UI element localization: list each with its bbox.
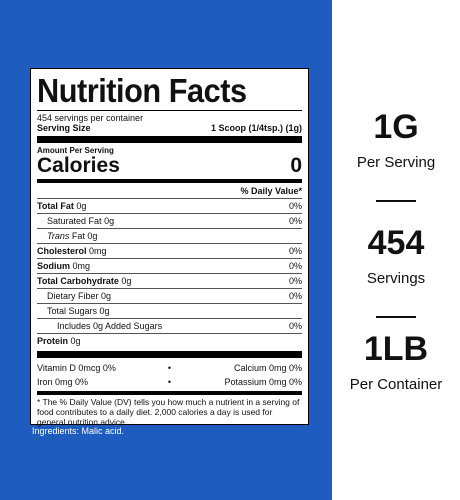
nutrient-row: Dietary Fiber 0g 0% [37, 288, 302, 303]
nutrient-amount: 0mg [89, 246, 107, 256]
nutrient-amount: 0g [101, 291, 112, 301]
bullet: • [167, 377, 172, 387]
label-title: Nutrition Facts [37, 72, 247, 109]
nutrient-name-group: Cholesterol 0mg [37, 244, 107, 258]
nutrient-dv: 0% [288, 321, 302, 331]
nutrient-row: Trans Fat 0g [37, 228, 302, 243]
nutrient-dv: 0% [288, 261, 302, 271]
nutrient-name-group: Protein 0g [37, 334, 81, 348]
nutrient-amount: 0g [76, 201, 87, 211]
stat-label: Servings [366, 270, 426, 287]
nutrient-row: Saturated Fat 0g 0% [37, 213, 302, 228]
divider [376, 200, 416, 202]
vitamin: Iron 0mg 0% [37, 377, 89, 387]
nutrient-dv: 0% [288, 276, 302, 286]
ingredients: Ingredients: Malic acid. [32, 426, 125, 436]
nutrient-amount: 0g [99, 306, 110, 316]
vitamin: Potassium 0mg 0% [224, 377, 302, 387]
calories-label: Calories [37, 154, 120, 177]
stat-value: 454 [367, 224, 425, 262]
nutrient-row: Cholesterol 0mg 0% [37, 243, 302, 258]
nutrient-name: Fat [71, 231, 85, 241]
vitamin-row: Iron 0mg 0% • Potassium 0mg 0% [37, 375, 302, 389]
nutrient-amount: 0g [104, 216, 115, 226]
nutrient-name: Dietary Fiber [47, 291, 99, 301]
servings: 454 servings per container [37, 113, 144, 123]
nutrient-name: Cholesterol [37, 246, 87, 256]
serving-size-value: 1 Scoop (1/4tsp.) (1g) [210, 123, 302, 133]
nutrient-dv: 0% [288, 201, 302, 211]
nutrient-row: Total Sugars 0g [37, 303, 302, 318]
nutrient-name-group: Dietary Fiber 0g [37, 289, 111, 303]
nutrient-name-group: Total Sugars 0g [37, 304, 110, 318]
footnote: * The % Daily Value (DV) tells you how m… [37, 397, 300, 427]
stat-value: 1LB [363, 330, 429, 368]
serving-size-label: Serving Size [37, 123, 91, 133]
nutrient-dv: 0% [288, 291, 302, 301]
nutrient-name: Sodium [37, 261, 70, 271]
nutrient-name-group: Total Carbohydrate 0g [37, 274, 131, 288]
nutrient-row: Total Carbohydrate 0g 0% [37, 273, 302, 288]
nutrient-name: Total Fat [37, 201, 74, 211]
calories-value: 0 [290, 154, 302, 177]
nutrient-name-group: Saturated Fat 0g [37, 214, 114, 228]
nutrient-name: Total Carbohydrate [37, 276, 119, 286]
nutrient-row: Total Fat 0g 0% [37, 198, 302, 213]
vitamin: Calcium 0mg 0% [233, 363, 302, 373]
bullet: • [167, 363, 172, 373]
nutrient-name-group: Includes 0g Added Sugars [37, 319, 162, 333]
divider [376, 316, 416, 318]
nutrient-name-italic: Trans [47, 231, 70, 241]
nutrient-amount: 0g [70, 336, 81, 346]
nutrient-name: Includes 0g Added Sugars [57, 321, 163, 331]
nutrient-name-group: Trans Fat 0g [37, 229, 97, 243]
nutrient-amount: 0g [121, 276, 132, 286]
dv-header: % Daily Value* [240, 186, 302, 196]
nutrient-name-group: Sodium 0mg [37, 259, 90, 273]
amount-per-serving: Amount Per Serving [37, 146, 114, 155]
stat-label: Per Serving [356, 154, 436, 171]
nutrient-name: Protein [37, 336, 69, 346]
stat-value: 1G [373, 108, 419, 146]
nutrition-label: Nutrition Facts 454 servings per contain… [30, 68, 309, 427]
nutrient-dv: 0% [288, 216, 302, 226]
nutrient-amount: 0mg [72, 261, 91, 271]
nutrient-row: Includes 0g Added Sugars 0% [37, 318, 302, 333]
nutrient-name: Saturated Fat [47, 216, 102, 226]
nutrient-row: Sodium 0mg 0% [37, 258, 302, 273]
nutrient-dv: 0% [288, 246, 302, 256]
stat-label: Per Container [349, 376, 443, 393]
nutrient-row: Protein 0g [37, 333, 302, 348]
vitamin-row: Vitamin D 0mcg 0% • Calcium 0mg 0% [37, 361, 302, 375]
nutrient-name-group: Total Fat 0g [37, 199, 86, 213]
nutrient-amount: 0g [87, 231, 98, 241]
nutrient-name: Total Sugars [47, 306, 98, 316]
vitamin: Vitamin D 0mcg 0% [37, 363, 116, 373]
